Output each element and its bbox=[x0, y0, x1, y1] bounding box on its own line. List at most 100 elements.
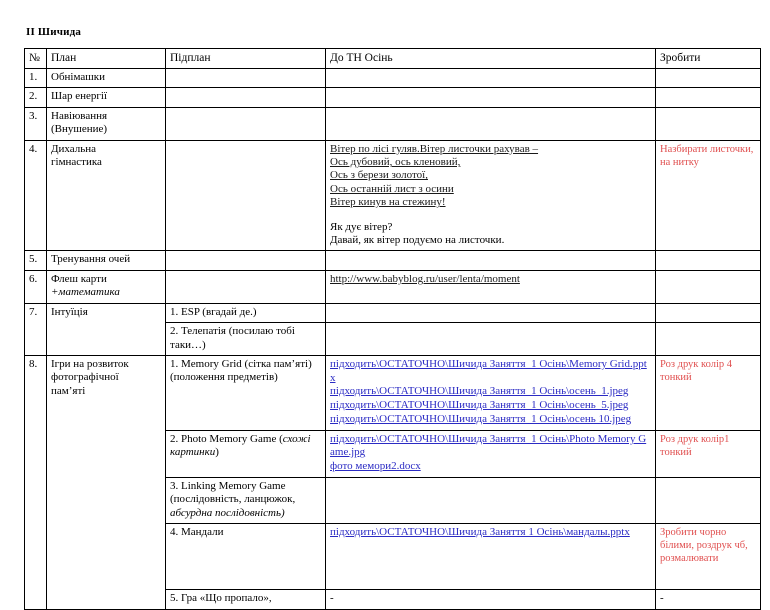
row-todo bbox=[655, 87, 761, 108]
table-row: 3. Навіювання (Внушение) bbox=[24, 106, 761, 141]
table-header-row: № План Підплан До ТН Осінь Зробити bbox=[24, 47, 761, 70]
file-link-mandaly[interactable]: підходить\ОСТАТОЧНО\Шичида Заняття 1 Осі… bbox=[330, 526, 630, 539]
row-plan: Навіювання (Внушение) bbox=[46, 106, 166, 141]
header-tn: До ТН Осінь bbox=[325, 47, 656, 70]
row-subplan bbox=[165, 106, 326, 141]
row-tn bbox=[325, 302, 656, 324]
row-subplan-item: 1. ESP (вгадай де.) bbox=[165, 302, 326, 324]
subplan-line1: 3. Linking Memory Game bbox=[170, 479, 286, 492]
header-plan: План bbox=[46, 47, 166, 70]
row-plan-line2: +математика bbox=[51, 286, 120, 299]
babyblog-url[interactable]: http://www.babyblog.ru/user/lenta/moment bbox=[330, 272, 520, 285]
row-plan: Ігри на розвиток фотографічної пам’яті bbox=[46, 354, 166, 610]
table-row: 7. Інтуїція 1. ESP (вгадай де.) bbox=[24, 302, 761, 356]
file-link-foto-memori2[interactable]: фото мемори2.docx bbox=[330, 460, 421, 473]
poem-line: Вітер по лісі гуляв.Вітер листочки рахув… bbox=[330, 142, 539, 155]
row-todo bbox=[655, 106, 761, 141]
table-row: 6. Флеш карти +математика http://www.bab… bbox=[24, 269, 761, 304]
row-subplan bbox=[165, 139, 326, 252]
row-subplan-item: 2. Телепатія (посилаю тобі таки…) bbox=[165, 322, 326, 356]
row-plan-line2: (Внушение) bbox=[51, 123, 108, 136]
row-tn bbox=[325, 250, 656, 271]
subplan-line2: (послідовність, ланцюжок, bbox=[170, 493, 296, 506]
row-tn-links: підходить\ОСТАТОЧНО\Шичида Заняття_1 Осі… bbox=[325, 354, 656, 431]
subplan-line1: 2. Телепатія (посилаю тобі bbox=[170, 325, 295, 338]
subplan-italic: схожі картинки bbox=[170, 432, 311, 459]
row-number: 1. bbox=[24, 68, 47, 89]
table-row: 5. Тренування очей bbox=[24, 250, 761, 271]
row-subplan-item: 3. Linking Memory Game (послідовність, л… bbox=[165, 476, 326, 525]
row-number: 7. bbox=[24, 302, 47, 356]
row-todo bbox=[655, 269, 761, 304]
document-page: ІІ Шичида № План Підплан До ТН Осінь Зро… bbox=[24, 26, 761, 610]
row-plan: Тренування очей bbox=[46, 250, 166, 271]
row-tn bbox=[325, 68, 656, 89]
row-tn-links: підходить\ОСТАТОЧНО\Шичида Заняття_1 Осі… bbox=[325, 429, 656, 478]
lesson-plan-table: № План Підплан До ТН Осінь Зробити 1. Об… bbox=[24, 47, 761, 610]
row-subplan bbox=[165, 250, 326, 271]
row-number: 2. bbox=[24, 87, 47, 108]
row-todo bbox=[655, 476, 761, 525]
row-tn: - bbox=[325, 589, 656, 610]
row-plan: Інтуїція bbox=[46, 302, 166, 356]
row-plan-line1: Навіювання bbox=[51, 109, 108, 122]
row-plan-line2: гімнастика bbox=[51, 156, 102, 169]
document-title: ІІ Шичида bbox=[26, 26, 82, 38]
row-todo bbox=[655, 68, 761, 89]
row-tn bbox=[325, 106, 656, 141]
row-subplan-item: 2. Photo Memory Game (схожі картинки) bbox=[165, 429, 326, 478]
row-number: 3. bbox=[24, 106, 47, 141]
row-subplan-item: 1. Memory Grid (сітка пам’яті) (положенн… bbox=[165, 354, 326, 431]
row-plan: Шар енергії bbox=[46, 87, 166, 108]
row-plan: Обнімашки bbox=[46, 68, 166, 89]
header-subplan: Підплан bbox=[165, 47, 326, 70]
table-row: 1. Обнімашки bbox=[24, 68, 761, 89]
row-tn-links: підходить\ОСТАТОЧНО\Шичида Заняття 1 Осі… bbox=[325, 523, 656, 591]
row-todo bbox=[655, 322, 761, 356]
row-todo: - bbox=[655, 589, 761, 610]
table-row: 2. Шар енергії bbox=[24, 87, 761, 108]
row-todo: Назбирати листочки, на нитку bbox=[655, 139, 761, 252]
row-plan: Дихальна гімнастика bbox=[46, 139, 166, 252]
row-tn-poem: Вітер по лісі гуляв.Вітер листочки рахув… bbox=[325, 139, 656, 252]
row-subplan-item: 4. Мандали bbox=[165, 523, 326, 591]
row-plan-line1: Флеш карти bbox=[51, 272, 107, 285]
subplan-line2: (положення предметів) bbox=[170, 371, 278, 384]
subplan-line1: 2. Photo Memory Game ( bbox=[170, 432, 283, 445]
row-plan: Флеш карти +математика bbox=[46, 269, 166, 304]
subplan-line2: ) bbox=[215, 446, 219, 459]
row-number: 6. bbox=[24, 269, 47, 304]
header-num: № bbox=[24, 47, 47, 70]
file-link-photo-memory-game[interactable]: підходить\ОСТАТОЧНО\Шичида Заняття_1 Осі… bbox=[330, 432, 647, 459]
row-todo: Роз друк колір 4 тонкий bbox=[655, 354, 761, 431]
row-subplan bbox=[165, 87, 326, 108]
table-row: 3. Linking Memory Game (послідовність, л… bbox=[25, 476, 761, 525]
row-number: 5. bbox=[24, 250, 47, 271]
table-row: 2. Телепатія (посилаю тобі таки…) bbox=[25, 322, 761, 356]
row-number: 4. bbox=[24, 139, 47, 252]
poem-line: Вітер кинув на стежину! bbox=[330, 196, 446, 209]
row-todo: Роз друк колір1 тонкий bbox=[655, 429, 761, 478]
row-plan-line1: Ігри на розвиток bbox=[51, 357, 129, 370]
header-todo: Зробити bbox=[655, 47, 761, 70]
poem-instruction: Давай, як вітер подуємо на листочки. bbox=[330, 234, 505, 247]
row-subplan-item: 5. Гра «Що пропало», bbox=[165, 589, 326, 610]
poem-line: Ось з берези золотої, bbox=[330, 169, 428, 182]
poem-question: Як дує вітер? bbox=[330, 220, 393, 233]
subplan-italic: абсурдна послідовність) bbox=[170, 506, 285, 519]
poem-line: Ось дубовий, ось кленовий, bbox=[330, 156, 461, 169]
row-todo: Зробити чорно білими, роздрук чб, розмал… bbox=[655, 523, 761, 591]
table-row: 4. Дихальна гімнастика Вітер по лісі гул… bbox=[24, 139, 761, 252]
file-link-osen-1[interactable]: підходить\ОСТАТОЧНО\Шичида Заняття_1 Осі… bbox=[330, 385, 629, 398]
poem-spacer bbox=[330, 210, 651, 221]
row-tn bbox=[325, 476, 656, 525]
file-link-osen-10[interactable]: підходить\ОСТАТОЧНО\Шичида Заняття_1 Осі… bbox=[330, 412, 632, 425]
row-tn: http://www.babyblog.ru/user/lenta/moment bbox=[325, 269, 656, 304]
row-tn bbox=[325, 322, 656, 356]
table-row: 2. Photo Memory Game (схожі картинки) пі… bbox=[25, 429, 761, 478]
row-subplan bbox=[165, 68, 326, 89]
table-row: 8. Ігри на розвиток фотографічної пам’ят… bbox=[24, 354, 761, 610]
file-link-memory-grid[interactable]: підходить\ОСТАТОЧНО\Шичида Заняття_1 Осі… bbox=[330, 357, 647, 384]
row-todo bbox=[655, 302, 761, 324]
file-link-osen-5[interactable]: підходить\ОСТАТОЧНО\Шичида Заняття_1 Осі… bbox=[330, 399, 629, 412]
